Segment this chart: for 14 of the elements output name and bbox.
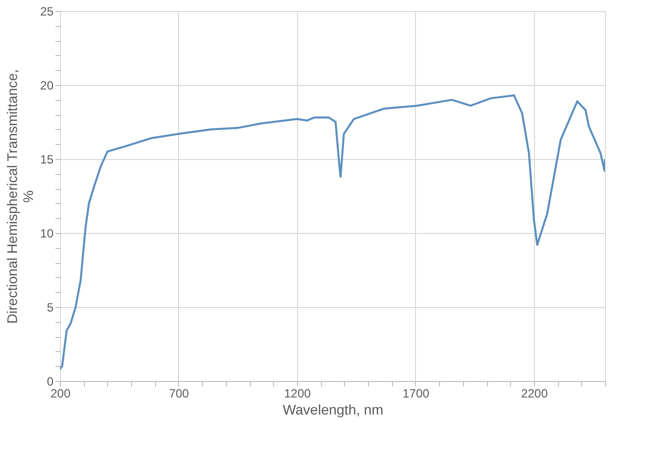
x-tick-label: 1700 [402,386,430,400]
line-series [60,94,605,370]
y-tick-label: 10 [40,226,54,240]
y-tick-label: 20 [40,78,54,92]
x-tick-label: 2200 [521,386,548,400]
y-tick-label: 25 [40,4,54,18]
x-tick-label: 700 [168,386,190,400]
y-tick-label: 5 [46,300,54,314]
x-tick-label: 1200 [284,386,312,400]
x-axis-title: Wavelength, nm [282,402,384,418]
x-tick-label: 200 [50,386,71,400]
y-tick-label: 15 [40,152,54,166]
y-axis-title: Directional Hemispherical Transmittance, % [4,69,36,324]
y-tick-label: 0 [46,374,54,388]
